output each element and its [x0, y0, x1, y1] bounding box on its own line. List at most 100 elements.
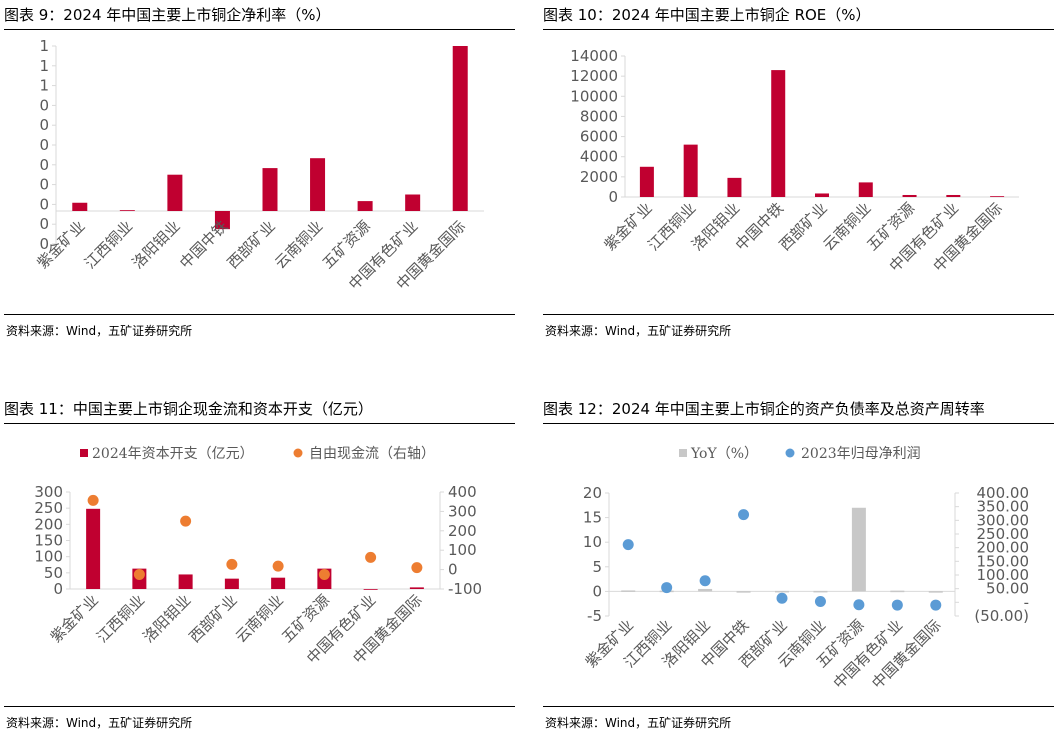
bar [890, 590, 905, 593]
cashflow-capex-chart: 050100150200250300-10001002003004002024年… [34, 446, 482, 667]
title-rule [543, 423, 1054, 424]
x-tick-label: 西部矿业 [224, 217, 279, 272]
scatter-point [853, 599, 865, 611]
source-note: 资料来源：Wind，五矿证券研究所 [6, 716, 193, 730]
bar [310, 158, 326, 211]
legend-label-capex: 2024年资本开支（亿元） [92, 446, 254, 462]
y2-tick-label: 400 [448, 483, 477, 501]
legend-swatch-capex [80, 449, 88, 457]
source-note: 资料来源：Wind，五矿证券研究所 [6, 324, 193, 338]
bar [902, 194, 917, 197]
y-tick-label: 0 [608, 188, 618, 206]
y-tick-label: 200 [34, 515, 63, 533]
y2-tick-label: 400.00 [977, 484, 1030, 502]
y2-tick-label: 200 [448, 522, 477, 540]
bar [813, 590, 828, 593]
bar [775, 590, 789, 593]
scatter-point [622, 539, 634, 551]
y2-tick-label: 50.00 [986, 580, 1029, 598]
bar [405, 194, 421, 211]
legend-label-yoy: YoY（%） [690, 446, 758, 462]
title-rule [4, 29, 515, 30]
scatter-point [365, 551, 377, 563]
bar [727, 177, 742, 197]
bar [167, 174, 183, 211]
y-tick-label: 6000 [580, 128, 618, 146]
y2-tick-label: 350.00 [977, 498, 1030, 516]
scatter-point [738, 509, 750, 521]
y-tick-label: 250 [34, 499, 63, 517]
title-rule [4, 423, 515, 424]
y-tick-label: 0 [39, 156, 49, 174]
bar [214, 211, 230, 230]
bar [621, 590, 636, 592]
scatter-point [891, 599, 903, 611]
bar [119, 210, 135, 211]
scatter-point [87, 494, 99, 506]
x-tick-label: 江西铜业 [81, 217, 136, 272]
y-tick-label: 0 [39, 176, 49, 194]
x-tick-label: 洛阳钼业 [129, 217, 184, 272]
y-tick-label: 150 [34, 532, 63, 550]
source-rule [543, 706, 1054, 707]
y-tick-label: 4000 [580, 148, 618, 166]
y-tick-label: 50 [44, 564, 63, 582]
y-tick-label: 14000 [570, 47, 618, 65]
bar [990, 196, 1005, 197]
y2-tick-label: 150.00 [977, 552, 1030, 570]
bar [851, 507, 866, 592]
source-rule [4, 706, 515, 707]
debt-turnover-chart: -5 0 5 10 15 20 (50.00)-50.00100.00150.00200.0… [582, 445, 1030, 692]
y-tick-label: 20 [583, 484, 602, 502]
y-tick-label: 100 [34, 548, 63, 566]
y-tick-label: 5 [592, 558, 602, 576]
panel-title: 图表 11：中国主要上市铜企现金流和资本开支（亿元） [4, 400, 373, 418]
bar [698, 588, 713, 592]
scatter-point [133, 568, 145, 580]
y2-tick-label: 100 [448, 541, 477, 559]
y-tick-label: 0 [39, 235, 49, 253]
legend-swatch-yoy [679, 449, 687, 457]
y-tick-label: 10 [583, 533, 602, 551]
scatter-point [411, 562, 423, 574]
y-tick-label: 0 [39, 195, 49, 213]
bar [771, 70, 786, 197]
panel-cashflow-capex: 图表 11：中国主要上市铜企现金流和资本开支（亿元） 0 50 100 150 200 2… [4, 398, 517, 734]
y-tick-label: 2000 [580, 168, 618, 186]
y-tick-label: 12000 [570, 67, 618, 85]
scatter-point [699, 575, 711, 587]
x-tick-label: 云南铜业 [271, 217, 326, 272]
roe-chart: 02000400060008000100001200014000紫金矿业江西铜业… [570, 47, 1019, 275]
bar [224, 578, 239, 589]
y2-tick-label: 300.00 [977, 511, 1030, 529]
bar [736, 591, 751, 593]
bar [683, 144, 698, 197]
y2-tick-label: - [1024, 593, 1029, 611]
x-tick-label: 江西铜业 [93, 591, 148, 646]
bar [639, 166, 654, 197]
bar [271, 577, 286, 589]
y-tick-label: -5 [587, 607, 602, 625]
x-tick-label: 洛阳钼业 [139, 591, 194, 646]
source-note: 资料来源：Wind，五矿证券研究所 [545, 716, 732, 730]
legend-swatch-fcf [293, 448, 303, 458]
y-tick-label: 1 [39, 77, 49, 95]
legend-label-fcf: 自由现金流（右轴） [309, 446, 435, 462]
bar [86, 508, 101, 589]
y2-tick-label: 100.00 [977, 566, 1030, 584]
bar [178, 574, 193, 589]
y2-tick-label: 300 [448, 502, 477, 520]
scatter-point [814, 596, 826, 608]
bar [815, 193, 829, 197]
bar [409, 587, 424, 589]
legend-label-profit: 2023年归母净利润 [801, 445, 921, 462]
y2-tick-label: 200.00 [977, 539, 1030, 557]
y-tick-label: 15 [583, 509, 602, 527]
y2-tick-label: 0 [448, 561, 458, 579]
scatter-point [930, 599, 942, 611]
y-tick-label: 10000 [570, 87, 618, 105]
scatter-point [226, 558, 238, 570]
panel-title: 图表 10：2024 年中国主要上市铜企 ROE（%） [543, 6, 871, 24]
scatter-point [318, 568, 330, 580]
title-rule [543, 29, 1054, 30]
